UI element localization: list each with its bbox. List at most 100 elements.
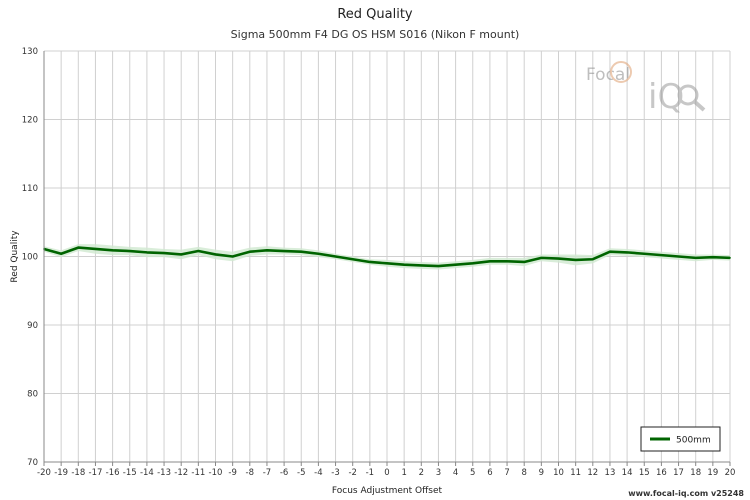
x-axis-title: Focus Adjustment Offset [332, 486, 443, 496]
y-tick-label: 120 [22, 116, 38, 126]
x-tick-label: -11 [191, 468, 205, 478]
y-tick-label: 130 [22, 47, 38, 57]
data-point [609, 250, 611, 253]
data-point [506, 260, 508, 263]
data-point [283, 250, 285, 252]
data-point [643, 252, 646, 255]
data-point [420, 264, 423, 267]
data-point [540, 256, 543, 259]
x-tick-label: 3 [436, 468, 441, 478]
data-point [591, 258, 594, 261]
confidence-band [44, 244, 730, 270]
x-tick-label: 11 [570, 468, 581, 478]
series-lines [43, 246, 731, 268]
x-tick-label: 8 [521, 468, 526, 478]
x-tick-label: -16 [106, 468, 120, 478]
data-point [557, 257, 560, 260]
data-point [248, 250, 251, 253]
x-tick-label: 12 [587, 468, 598, 478]
data-point [626, 251, 628, 254]
x-tick-label: 7 [504, 468, 509, 478]
x-tick-label: -19 [54, 468, 68, 478]
x-tick-label: -15 [123, 468, 137, 478]
x-tick-label: 1 [401, 468, 406, 478]
data-point [351, 258, 354, 261]
x-tick-label: -14 [140, 468, 154, 478]
x-tick-label: -9 [228, 468, 236, 478]
logo-magnifier-handle [693, 100, 706, 112]
x-tick-label: 16 [656, 468, 667, 478]
x-tick-label: -17 [89, 468, 103, 478]
y-tick-label: 110 [22, 184, 38, 194]
x-tick-label: 14 [622, 468, 633, 478]
y-tick-label: 80 [27, 390, 38, 400]
data-point [677, 255, 680, 258]
x-tick-label: 5 [470, 468, 475, 478]
x-tick-label: -3 [331, 468, 339, 478]
x-tick-label: 10 [553, 468, 564, 478]
data-point [266, 249, 268, 252]
data-point [694, 256, 697, 259]
x-tick-label: -6 [280, 468, 288, 478]
data-point [471, 262, 474, 265]
data-point [231, 255, 234, 258]
data-point [60, 252, 63, 255]
data-point [214, 253, 217, 256]
y-tick-label: 70 [27, 458, 38, 468]
y-tick-label: 100 [22, 253, 38, 263]
data-point [317, 252, 320, 255]
data-point [197, 250, 200, 252]
x-tick-label: -13 [157, 468, 171, 478]
x-tick-label: -10 [209, 468, 223, 478]
x-tick-label: -12 [174, 468, 188, 478]
axes: -20 -19 -18 -17 -16 -15 -14 -13 -12 -11 -10 -9 -8 -7-… [10, 47, 735, 496]
data-point [111, 249, 114, 252]
data-point [77, 246, 80, 249]
x-tick-label: -5 [297, 468, 305, 478]
x-tick-label: -1 [366, 468, 374, 478]
x-tick-label: -4 [314, 468, 322, 478]
data-point [489, 260, 491, 263]
data-point [454, 263, 457, 266]
data-point [180, 253, 183, 256]
logo-ring [610, 61, 632, 83]
y-tick-label: 90 [27, 321, 38, 331]
data-point [163, 252, 165, 254]
data-point [574, 259, 577, 261]
data-point [660, 254, 663, 257]
data-point [437, 265, 440, 267]
x-tick-label: -18 [71, 468, 85, 478]
chart-title: Red Quality [337, 7, 413, 22]
data-point [300, 250, 303, 253]
x-tick-label: 17 [673, 468, 684, 478]
x-tick-label: -20 [37, 468, 51, 478]
x-tick-label: -8 [246, 468, 254, 478]
x-tick-label: 20 [725, 468, 736, 478]
x-tick-label: 2 [419, 468, 424, 478]
series-band [44, 244, 730, 270]
x-tick-label: 0 [384, 468, 389, 478]
x-tick-label: 6 [487, 468, 492, 478]
chart-subtitle: Sigma 500mm F4 DG OS HSM S016 (Nikon F m… [230, 28, 520, 41]
data-point [729, 256, 731, 259]
x-tick-label: -2 [348, 468, 356, 478]
data-point [334, 255, 337, 258]
logo-text-focal: Focal [586, 65, 630, 85]
focal-iq-logo: Focal iQ [586, 61, 706, 117]
x-tick-label: 13 [605, 468, 616, 478]
data-point [403, 263, 406, 266]
x-tick-label: 4 [453, 468, 458, 478]
data-point [94, 248, 97, 250]
logo-magnifier [677, 84, 699, 106]
x-tick-label: 15 [639, 468, 650, 478]
data-point [146, 251, 148, 254]
data-point [128, 250, 131, 252]
x-tick-label: -7 [263, 468, 271, 478]
x-tick-label: 9 [539, 468, 544, 478]
data-point [386, 262, 388, 265]
footer-watermark: www.focal-iq.com v25248 [628, 489, 744, 498]
y-axis-title: Red Quality [10, 230, 20, 283]
legend: 500mm [640, 426, 721, 452]
x-tick-label: 19 [707, 468, 718, 478]
